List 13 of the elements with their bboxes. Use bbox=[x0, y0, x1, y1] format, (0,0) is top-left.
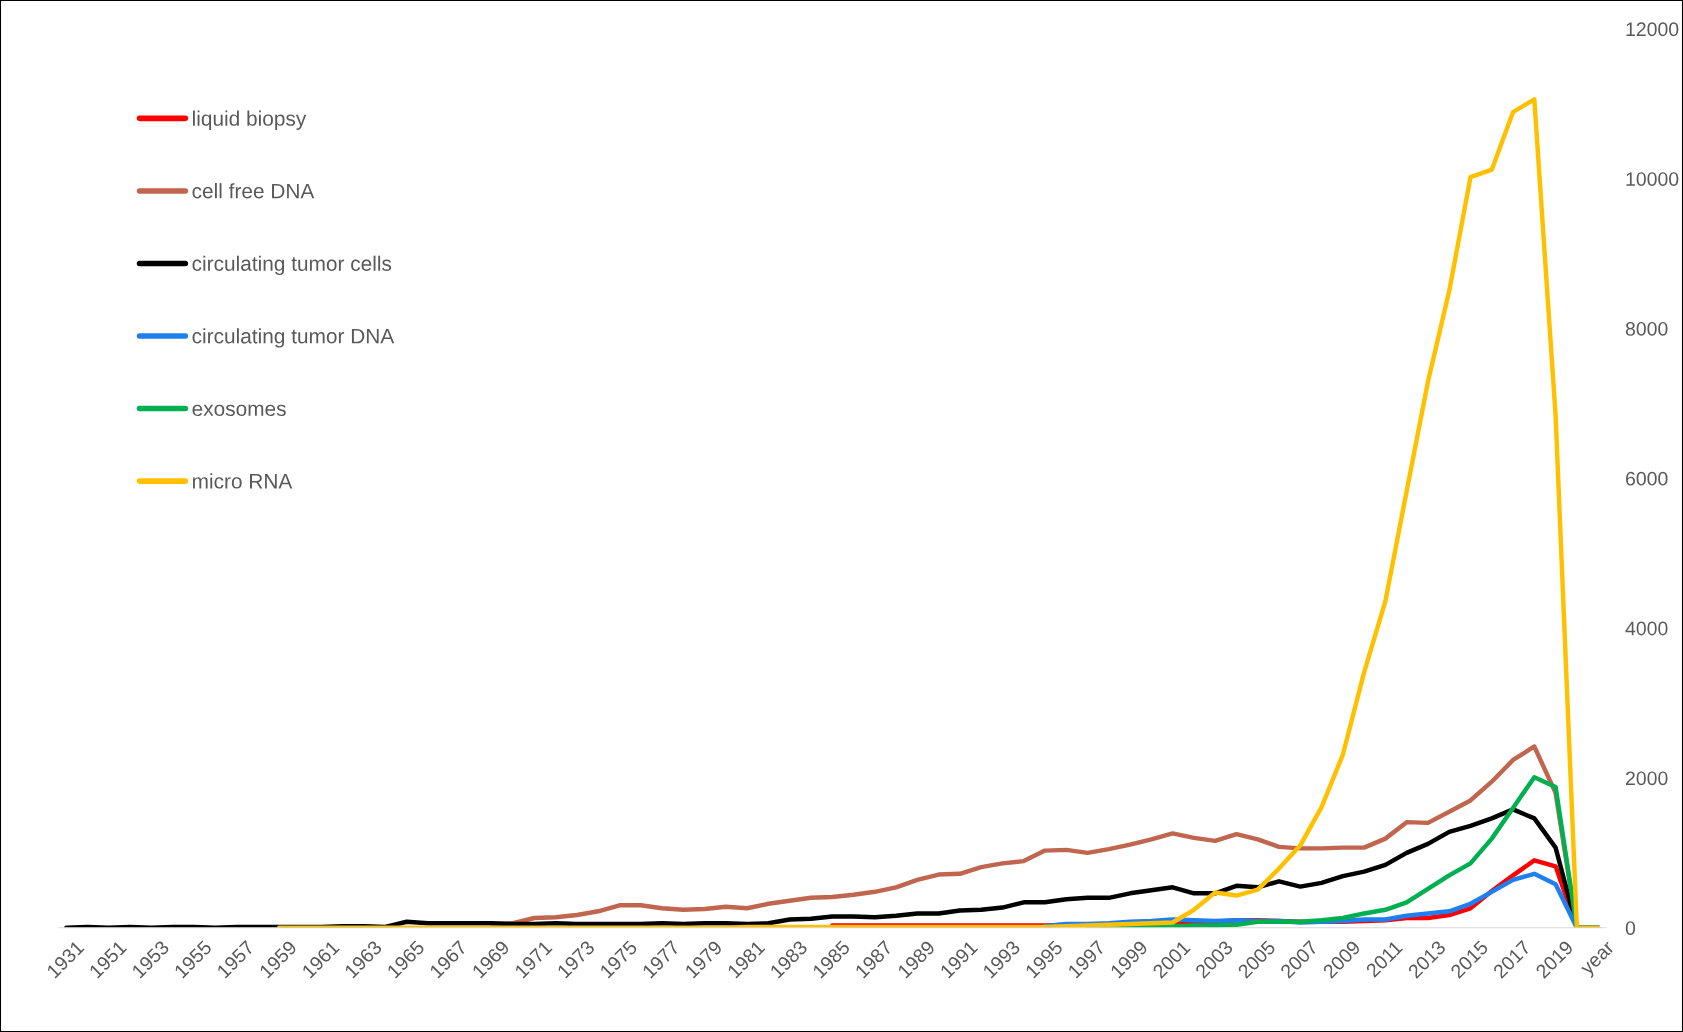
legend-label: exosomes bbox=[192, 404, 286, 417]
y-tick-label: 2000 bbox=[1626, 771, 1668, 786]
y-tick-label: 8000 bbox=[1625, 321, 1668, 336]
y-tick-label: 0 bbox=[1625, 921, 1636, 936]
legend-label: cell free DNA bbox=[192, 183, 315, 199]
legend-label: circulating tumor cells bbox=[192, 255, 392, 276]
y-tick-label: 4000 bbox=[1625, 621, 1668, 636]
legend-label: micro RNA bbox=[192, 473, 293, 489]
y-tick-label: 10000 bbox=[1626, 172, 1679, 186]
legend-label: circulating tumor DNA bbox=[192, 328, 395, 348]
y-tick-label: 12000 bbox=[1626, 22, 1679, 37]
y-tick-label: 6000 bbox=[1626, 471, 1668, 486]
legend-label: liquid biopsy bbox=[193, 110, 307, 130]
